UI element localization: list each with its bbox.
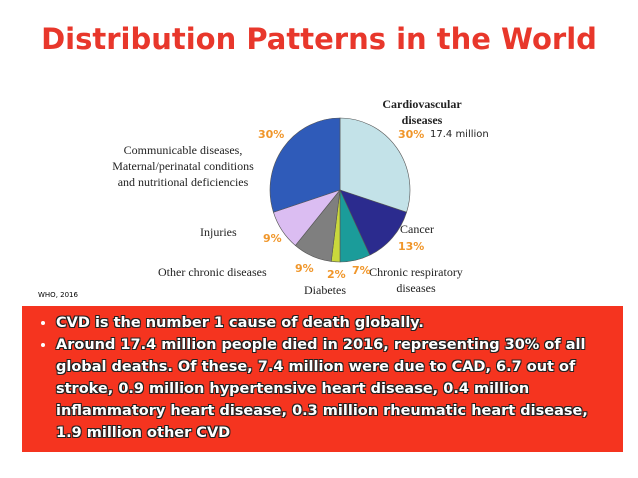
bullet-list: CVD is the number 1 cause of death globa… bbox=[22, 306, 623, 444]
category-label: Other chronic diseases bbox=[158, 265, 267, 279]
source-note: WHO, 2016 bbox=[38, 291, 78, 299]
value-label: 30% bbox=[258, 128, 285, 141]
value-label: 7% bbox=[352, 264, 371, 277]
value-label: 2% bbox=[327, 268, 346, 281]
value-label: 9% bbox=[295, 262, 314, 275]
annotation: 17.4 million bbox=[430, 129, 489, 140]
value-label: 13% bbox=[398, 240, 425, 253]
pie-slice bbox=[339, 189, 407, 256]
category-label: Injuries bbox=[200, 225, 237, 239]
category-label: Cardiovascular diseases bbox=[382, 97, 462, 127]
bullet: CVD is the number 1 cause of death globa… bbox=[56, 312, 613, 334]
pie-slice bbox=[269, 117, 341, 213]
slide-title: Distribution Patterns in the World bbox=[41, 22, 597, 56]
pie-slice bbox=[339, 117, 411, 213]
bullet: Around 17.4 million people died in 2016,… bbox=[56, 334, 613, 444]
category-label: Cancer bbox=[400, 222, 434, 236]
category-label: Diabetes bbox=[304, 283, 346, 297]
category-label: Chronic respiratory diseases bbox=[369, 265, 463, 295]
value-label: 30% bbox=[398, 128, 425, 141]
value-label: 9% bbox=[263, 232, 282, 245]
bullet-box: CVD is the number 1 cause of death globa… bbox=[22, 306, 623, 452]
category-label: Communicable diseases, Maternal/perinata… bbox=[112, 143, 254, 189]
